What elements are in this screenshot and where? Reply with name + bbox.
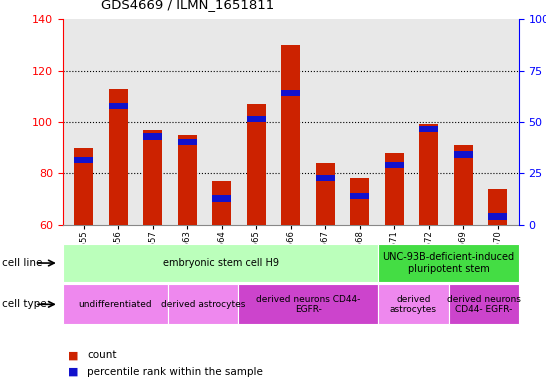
Text: count: count [87, 350, 117, 360]
Text: cell line: cell line [2, 258, 42, 268]
Bar [212, 195, 231, 202]
Bar [177, 135, 197, 225]
Text: derived astrocytes: derived astrocytes [161, 300, 245, 309]
Text: GDS4669 / ILMN_1651811: GDS4669 / ILMN_1651811 [101, 0, 274, 12]
Bar [351, 179, 369, 225]
Bar [143, 134, 162, 140]
Bar [316, 175, 335, 181]
Bar [63, 284, 168, 324]
Bar [168, 284, 238, 324]
Bar [74, 157, 93, 163]
Bar [74, 147, 93, 225]
Bar [238, 284, 378, 324]
Bar [109, 103, 128, 109]
Bar [419, 126, 438, 132]
Text: ■: ■ [68, 367, 82, 377]
Bar [454, 151, 473, 158]
Bar [177, 139, 197, 145]
Bar [247, 104, 266, 225]
Text: UNC-93B-deficient-induced
pluripotent stem: UNC-93B-deficient-induced pluripotent st… [383, 252, 515, 274]
Bar [454, 145, 473, 225]
Text: undifferentiated: undifferentiated [79, 300, 152, 309]
Bar [247, 116, 266, 122]
Bar [143, 130, 162, 225]
Bar [212, 181, 231, 225]
Bar [489, 189, 507, 225]
Bar [419, 124, 438, 225]
Text: embryonic stem cell H9: embryonic stem cell H9 [163, 258, 278, 268]
Bar [316, 163, 335, 225]
Text: derived neurons
CD44- EGFR-: derived neurons CD44- EGFR- [447, 295, 520, 314]
Text: derived
astrocytes: derived astrocytes [390, 295, 437, 314]
Text: percentile rank within the sample: percentile rank within the sample [87, 367, 263, 377]
Bar [385, 162, 404, 168]
Bar [63, 244, 378, 282]
Text: ■: ■ [68, 350, 82, 360]
Text: cell type: cell type [2, 299, 46, 310]
Bar [378, 244, 519, 282]
Bar [351, 192, 369, 199]
Bar [281, 45, 300, 225]
Bar [449, 284, 519, 324]
Bar [385, 153, 404, 225]
Bar [281, 90, 300, 96]
Text: derived neurons CD44-
EGFR-: derived neurons CD44- EGFR- [256, 295, 360, 314]
Bar [109, 89, 128, 225]
Bar [489, 213, 507, 220]
Bar [378, 284, 449, 324]
